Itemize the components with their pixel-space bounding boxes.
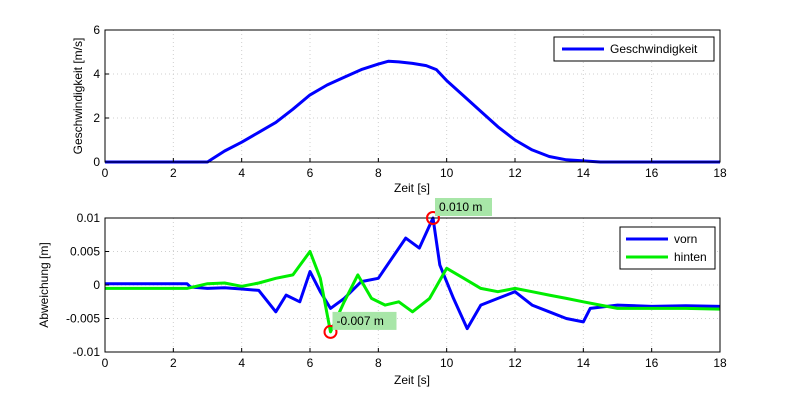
- deviation-xtick-label: 8: [375, 356, 382, 370]
- deviation-series-hinten: [105, 250, 721, 334]
- deviation-xtick-label: 10: [440, 356, 454, 370]
- velocity-ytick-label: 4: [93, 67, 100, 81]
- velocity-series-group: [105, 59, 720, 164]
- deviation-legend-box: [619, 226, 716, 270]
- datatip-marker: [426, 211, 440, 225]
- deviation-xtick-label: 18: [713, 356, 727, 370]
- deviation-x-axis-label: Zeit [s]: [394, 373, 430, 387]
- datatip-box: [435, 198, 492, 216]
- deviation-ytick-label: -0.01: [73, 345, 101, 359]
- velocity-y-axis-label: Geschwindigkeit [m/s]: [71, 38, 85, 155]
- velocity-xtick-label: 0: [102, 166, 109, 180]
- deviation-ytick-label: 0.005: [70, 245, 100, 259]
- datatip-box: [332, 311, 397, 330]
- velocity-xtick-label: 6: [307, 166, 314, 180]
- velocity-series-geschwindigkeit: [105, 59, 720, 164]
- deviation-xtick-label: 16: [645, 356, 659, 370]
- velocity-ytick-label: 2: [93, 111, 100, 125]
- deviation-ytick-label: 0: [93, 278, 100, 292]
- deviation-xtick-label: 12: [508, 356, 522, 370]
- velocity-ytick-label: 0: [93, 155, 100, 169]
- deviation-series-vorn: [105, 216, 721, 331]
- deviation-annotations: 0.010 m -0.007 m: [323, 198, 492, 339]
- velocity-x-axis-label: Zeit [s]: [394, 181, 430, 195]
- velocity-xtick-label: 2: [170, 166, 177, 180]
- velocity-legend: Geschwindigkeit: [553, 36, 715, 62]
- velocity-plot-frame: [104, 29, 721, 163]
- deviation-ytick-label: 0.01: [77, 211, 101, 225]
- deviation-ticks: 0 2 4 6 8 10 12 14 16 18 -0.01 -0.005 0 0.005 0.01: [66, 211, 727, 370]
- velocity-legend-label: Geschwindigkeit: [610, 42, 698, 56]
- velocity-ytick-label: 6: [93, 23, 100, 37]
- deviation-y-axis-label: Abweichung [m]: [37, 242, 51, 327]
- deviation-xtick-label: 14: [577, 356, 591, 370]
- deviation-legend: vorn hinten: [619, 226, 716, 270]
- velocity-xtick-label: 4: [238, 166, 245, 180]
- deviation-series-group: [105, 216, 721, 334]
- deviation-xtick-label: 4: [238, 356, 245, 370]
- deviation-xtick-label: 6: [307, 356, 314, 370]
- deviation-legend-label-vorn: vorn: [674, 232, 697, 246]
- deviation-xtick-label: 2: [170, 356, 177, 370]
- datatip-marker: [323, 324, 338, 339]
- velocity-xtick-label: 10: [440, 166, 454, 180]
- velocity-xtick-label: 16: [645, 166, 659, 180]
- deviation-xtick-label: 0: [102, 356, 109, 370]
- deviation-ytick-label: -0.005: [66, 312, 100, 326]
- datatip-label: 0.010 m: [439, 200, 482, 214]
- velocity-chart: 0 2 4 6 8 10 12 14 16 18 0 2 4 6 Zeit [s] Geschwindig…: [71, 23, 727, 195]
- velocity-xtick-label: 8: [375, 166, 382, 180]
- datatip-label: -0.007 m: [337, 314, 384, 328]
- velocity-xtick-label: 12: [508, 166, 522, 180]
- deviation-chart: 0 2 4 6 8 10 12 14 16 18 -0.01 -0.005 0 0.005 0.01 0.0…: [37, 198, 727, 387]
- velocity-ticks: 0 2 4 6 8 10 12 14 16 18 0 2 4 6: [93, 23, 727, 180]
- velocity-xtick-label: 14: [577, 166, 591, 180]
- deviation-legend-label-hinten: hinten: [674, 250, 707, 264]
- velocity-xtick-label: 18: [713, 166, 727, 180]
